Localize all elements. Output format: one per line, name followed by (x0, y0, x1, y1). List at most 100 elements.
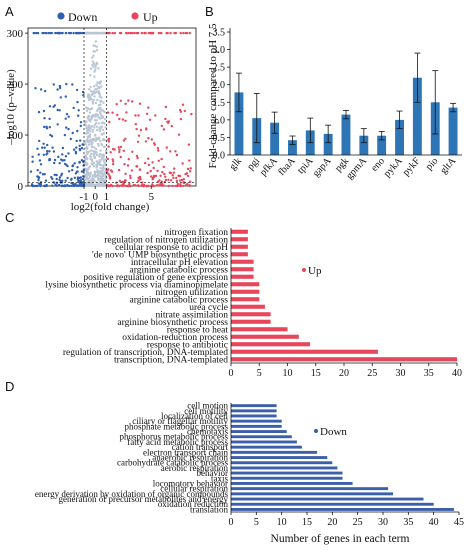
volcano-point-down (31, 155, 34, 158)
bar-category-label: glk (227, 156, 244, 173)
volcano-point-down (71, 164, 74, 168)
volcano-point-up (138, 168, 142, 171)
volcano-point-ns (98, 95, 101, 98)
volcano-point-up (138, 102, 142, 105)
volcano-point-ns (101, 156, 104, 159)
hbar-category-label: transcription, DNA-templated (114, 355, 228, 365)
volcano-point-ns (95, 31, 98, 35)
volcano-point-down (56, 108, 59, 112)
volcano-point-up (128, 182, 131, 186)
hbar-category-label: anaerobic respiration (152, 453, 228, 463)
volcano-point-down (51, 184, 54, 187)
volcano-point-down (31, 160, 34, 163)
volcano-point-up (108, 174, 111, 178)
volcano-point-up (126, 184, 130, 188)
volcano-point-down (71, 83, 74, 86)
volcano-point-ns (89, 90, 93, 93)
volcano-point-up (147, 163, 151, 167)
volcano-point-up (127, 158, 130, 161)
volcano-point-up (172, 176, 175, 180)
hbar (231, 456, 328, 459)
volcano-point-ns (97, 104, 101, 107)
volcano-point-ns (87, 166, 90, 169)
volcano-point-up (164, 175, 167, 178)
volcano-point-ns (94, 88, 97, 91)
volcano-point-up (115, 181, 118, 184)
volcano-point-down (47, 31, 50, 35)
volcano-point-up (125, 111, 128, 114)
hbar-x-tick-label: 25 (367, 368, 377, 379)
volcano-point-up (160, 157, 163, 161)
volcano-point-up (106, 111, 110, 114)
volcano-point-down (32, 31, 35, 35)
volcano-point-ns (88, 95, 92, 99)
volcano-point-ns (93, 146, 96, 149)
volcano-point-down (78, 184, 82, 187)
volcano-point-down (51, 146, 54, 149)
volcano-point-up (135, 127, 138, 131)
volcano-point-ns (87, 143, 91, 146)
volcano-point-ns (93, 75, 96, 78)
volcano-point-up (124, 179, 127, 182)
volcano-point-up (106, 31, 110, 35)
volcano-point-up (150, 138, 153, 141)
hbar-category-label: ciliary or flagellar motility (132, 416, 228, 426)
volcano-point-ns (83, 158, 87, 161)
volcano-point-up (134, 114, 137, 117)
volcano-point-down (41, 146, 44, 149)
volcano-point-ns (100, 142, 103, 146)
volcano-point-up (130, 169, 133, 172)
volcano-y-tick-label: 0 (18, 181, 24, 193)
bar-category-label: gapA (311, 155, 334, 179)
volcano-point-up (133, 31, 136, 35)
volcano-point-down (48, 150, 51, 153)
hbar-category-label: positive regulation of gene expression (83, 272, 228, 283)
bar-y-tick-label: 2.5 (213, 63, 226, 74)
hbar-x-tick-label: 45 (454, 517, 464, 528)
volcano-point-up (181, 184, 185, 188)
volcano-point-ns (102, 132, 106, 135)
volcano-point-ns (98, 160, 102, 164)
volcano-point-down (61, 153, 64, 156)
hbar-category-label: phosphorus metabolic process (120, 432, 229, 442)
volcano-point-up (144, 128, 148, 131)
hbar (231, 492, 394, 496)
volcano-point-ns (99, 127, 102, 130)
hbar-category-label: locomotory behavior (153, 479, 228, 489)
volcano-point-ns (95, 45, 98, 48)
volcano-point-ns (85, 163, 88, 166)
volcano-point-up (119, 155, 122, 159)
volcano-point-down (36, 169, 39, 172)
volcano-point-up (152, 166, 155, 170)
volcano-point-up (143, 31, 146, 35)
volcano-point-down (55, 173, 58, 177)
hbar-category-label: phosphate metabolic process (125, 421, 229, 431)
volcano-point-down (77, 109, 80, 112)
volcano-point-down (75, 88, 79, 92)
volcano-point-down (39, 183, 43, 186)
volcano-point-down (64, 155, 68, 158)
volcano-point-down (65, 126, 68, 129)
volcano-point-up (167, 178, 170, 181)
volcano-point-up (117, 146, 120, 149)
volcano-point-ns (97, 31, 101, 35)
volcano-point-ns (97, 136, 101, 139)
volcano-point-up (146, 184, 150, 188)
hbar-category-label: 'de novo' UMP biosynthetic process (92, 250, 228, 260)
volcano-point-ns (89, 179, 92, 182)
volcano-point-ns (86, 138, 89, 141)
hbar (231, 229, 248, 234)
volcano-point-ns (102, 160, 106, 163)
volcano-point-down (67, 115, 70, 118)
volcano-point-ns (96, 184, 99, 187)
volcano-point-ns (90, 140, 93, 143)
volcano-point-up (184, 31, 187, 35)
volcano-point-down (65, 112, 69, 116)
hbar-x-tick-label: 15 (302, 517, 312, 528)
volcano-point-ns (89, 172, 92, 175)
hbar-x-tick-label: 25 (353, 517, 363, 528)
volcano-point-down (37, 176, 41, 179)
hbar-x-tick-label: 35 (424, 368, 434, 379)
volcano-point-down (82, 164, 85, 167)
volcano-point-up (120, 184, 124, 188)
